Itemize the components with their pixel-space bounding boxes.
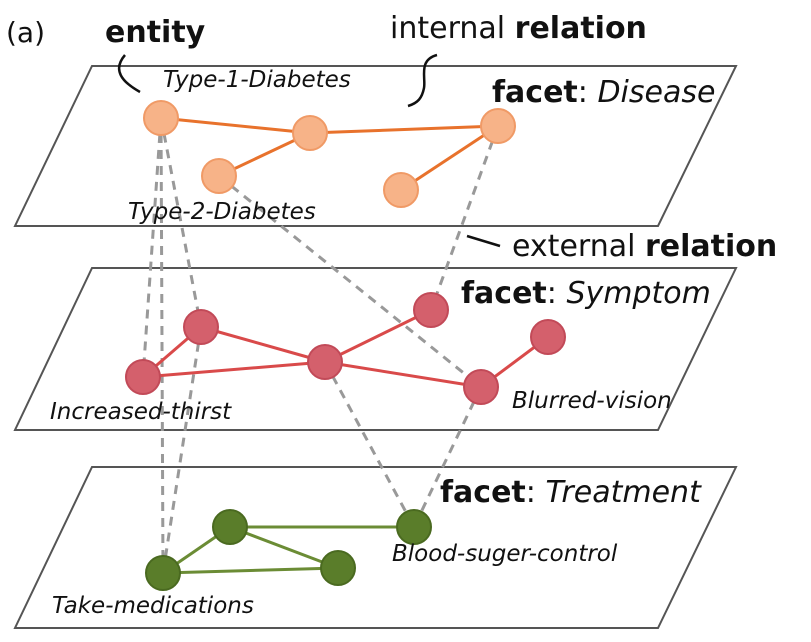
plane-treatment [13, 466, 738, 629]
facet-title-disease: facet: Disease [492, 75, 715, 110]
entity-annotation: entity [105, 15, 206, 50]
external-edge [159, 117, 165, 574]
treatment-nodes [145, 509, 432, 591]
treatment-edges [162, 525, 414, 575]
disease-node [383, 172, 419, 208]
symptom-nodes [125, 292, 566, 405]
external-edge [159, 117, 203, 328]
disease-node [480, 108, 516, 144]
treatment-node [212, 509, 248, 545]
symptom-node [413, 292, 449, 328]
label-take-medications: Take-medications [52, 593, 254, 619]
label-type-2-diabetes: Type-2-Diabetes [128, 199, 316, 225]
node-type-1-diabetes [143, 100, 179, 136]
disease-node [292, 115, 328, 151]
node-increased-thirst [125, 359, 161, 395]
external-edge [429, 125, 500, 311]
panel-label: (a) [6, 16, 45, 49]
plane-symptom [13, 267, 738, 431]
external-relations [141, 117, 500, 574]
facet-title-symptom: facet: Symptom [461, 276, 711, 311]
symptom-node [183, 309, 219, 345]
external-relation-annotation: external relation [512, 229, 777, 264]
node-blurred-vision [463, 369, 499, 405]
external-edge [412, 386, 483, 528]
node-blood-suger-control [396, 509, 432, 545]
node-type-2-diabetes [201, 158, 237, 194]
internal-relation-pointer [407, 53, 438, 108]
label-blurred-vision: Blurred-vision [512, 388, 672, 414]
entity-pointer [118, 54, 141, 94]
symptom-node [530, 319, 566, 355]
external-edge [141, 117, 163, 378]
label-increased-thirst: Increased-thirst [50, 399, 232, 425]
treatment-node [320, 550, 356, 586]
label-blood-suger-control: Blood-suger-control [392, 541, 618, 567]
external-edge [218, 174, 482, 389]
label-type-1-diabetes: Type-1-Diabetes [163, 67, 351, 93]
plane-disease [13, 65, 738, 227]
symptom-node [307, 344, 343, 380]
node-take-medications [145, 555, 181, 591]
external-relation-pointer [466, 234, 501, 248]
facet-title-treatment: facet: Treatment [440, 475, 702, 510]
disease-nodes [143, 100, 516, 208]
external-edge [323, 361, 416, 528]
external-edge [161, 326, 203, 574]
internal-relation-annotation: internal relation [390, 11, 647, 46]
